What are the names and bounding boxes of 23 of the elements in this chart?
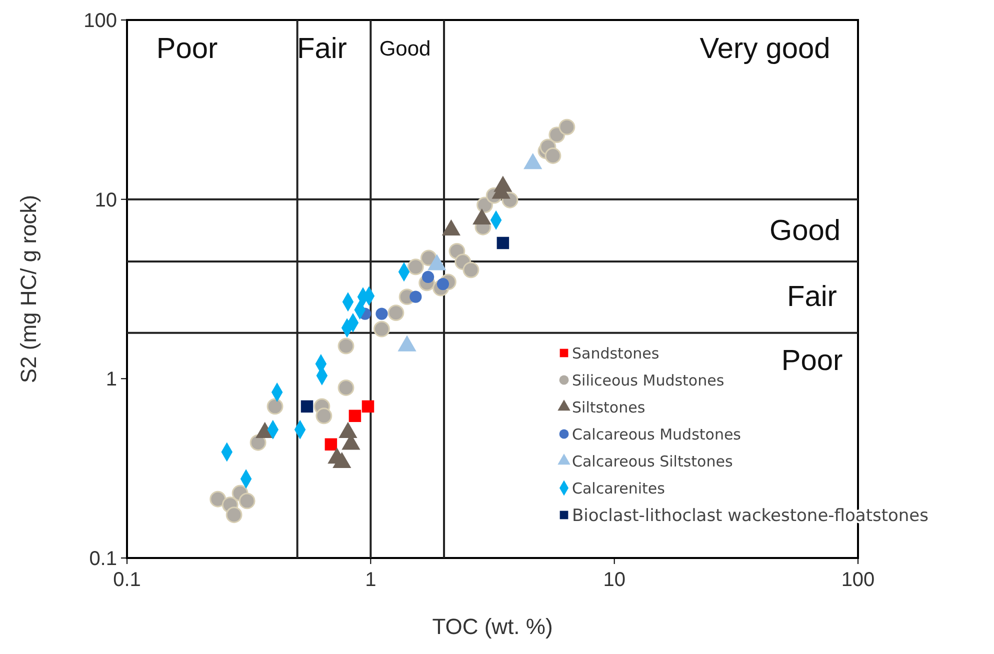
annotation: Poor	[781, 345, 843, 378]
y-tick-label: 100	[84, 10, 117, 32]
x-axis-title: TOC (wt. %)	[432, 614, 553, 639]
x-tick-label: 0.1	[113, 569, 141, 591]
legend-label: Calcarenites	[572, 479, 666, 498]
annotation: Fair	[297, 33, 348, 66]
legend-label: Calcareous Siltstones	[572, 452, 733, 470]
annotation: Good	[770, 215, 840, 248]
annotation: Very good	[700, 33, 830, 66]
y-tick-label: 1	[106, 368, 117, 391]
annotation: Good	[379, 37, 431, 60]
legend-label: Calcareous Mudstones	[572, 425, 742, 444]
y-axis-title: S2 (mg HC/ g rock)	[16, 194, 41, 384]
x-tick-label: 100	[841, 569, 875, 591]
y-tick-label: 10	[94, 189, 117, 212]
y-tick-label: 0.1	[89, 548, 117, 570]
x-tick-label: 1	[365, 569, 376, 591]
annotation: Fair	[787, 281, 838, 314]
annotation: Poor	[156, 33, 218, 66]
x-tick-label: 10	[603, 569, 626, 591]
legend-label: Siltstones	[572, 398, 646, 416]
legend-label: Sandstones	[572, 344, 660, 362]
legend-label: Siliceous Mudstones	[572, 371, 724, 390]
